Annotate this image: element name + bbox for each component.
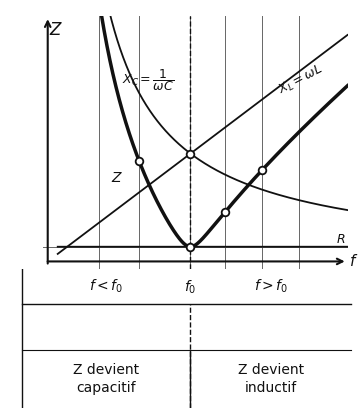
- Text: $f_0$: $f_0$: [184, 278, 197, 295]
- Text: Z devient
inductif: Z devient inductif: [238, 363, 304, 395]
- Text: $f$: $f$: [349, 253, 358, 269]
- Text: Z devient
capacitif: Z devient capacitif: [73, 363, 139, 395]
- Text: $R$: $R$: [336, 233, 346, 246]
- Text: $Z$: $Z$: [110, 171, 123, 185]
- Text: $f > f_0$: $f > f_0$: [254, 278, 288, 295]
- Text: $X_L = \omega L$: $X_L = \omega L$: [276, 62, 326, 98]
- Text: $Z$: $Z$: [49, 21, 63, 39]
- Text: $X_C = \dfrac{1}{\omega C}$: $X_C = \dfrac{1}{\omega C}$: [122, 67, 174, 93]
- Text: $f < f_0$: $f < f_0$: [89, 278, 123, 295]
